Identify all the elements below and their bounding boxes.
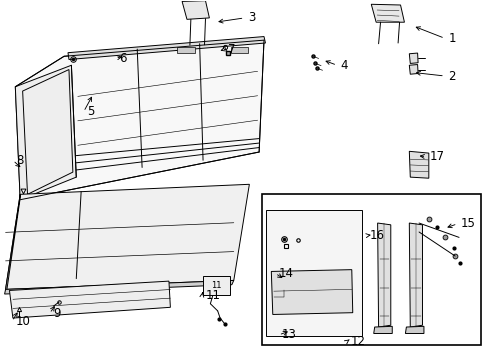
Text: 17: 17 <box>429 150 444 163</box>
Polygon shape <box>408 64 417 74</box>
Polygon shape <box>271 270 352 315</box>
Polygon shape <box>373 326 391 333</box>
Polygon shape <box>182 1 209 19</box>
Text: 10: 10 <box>15 315 30 328</box>
Bar <box>203 276 229 296</box>
Polygon shape <box>9 281 170 318</box>
Polygon shape <box>5 194 20 292</box>
Text: 15: 15 <box>460 217 475 230</box>
Text: 11: 11 <box>205 289 220 302</box>
Bar <box>230 47 248 53</box>
Polygon shape <box>408 151 428 178</box>
Text: 1: 1 <box>447 32 455 45</box>
Bar <box>177 47 194 53</box>
Bar <box>266 211 361 336</box>
Polygon shape <box>15 65 76 200</box>
Polygon shape <box>408 223 422 327</box>
Polygon shape <box>68 37 265 59</box>
Text: 16: 16 <box>369 229 384 242</box>
Text: 12: 12 <box>349 335 365 348</box>
Text: 6: 6 <box>119 51 126 64</box>
Bar <box>261 194 480 345</box>
Polygon shape <box>15 40 264 200</box>
Text: 4: 4 <box>340 59 347 72</box>
Text: 11: 11 <box>210 281 221 290</box>
Text: 7: 7 <box>228 42 235 55</box>
Text: 9: 9 <box>53 307 60 320</box>
Polygon shape <box>377 223 390 327</box>
Text: 3: 3 <box>247 12 255 24</box>
Text: 8: 8 <box>16 154 23 167</box>
Text: 14: 14 <box>278 267 293 280</box>
Polygon shape <box>405 326 423 333</box>
Polygon shape <box>4 280 233 294</box>
Text: 5: 5 <box>87 105 94 118</box>
Text: 13: 13 <box>282 328 296 341</box>
Text: 2: 2 <box>447 69 455 82</box>
Polygon shape <box>370 4 404 22</box>
Polygon shape <box>5 184 249 289</box>
Polygon shape <box>408 53 417 63</box>
